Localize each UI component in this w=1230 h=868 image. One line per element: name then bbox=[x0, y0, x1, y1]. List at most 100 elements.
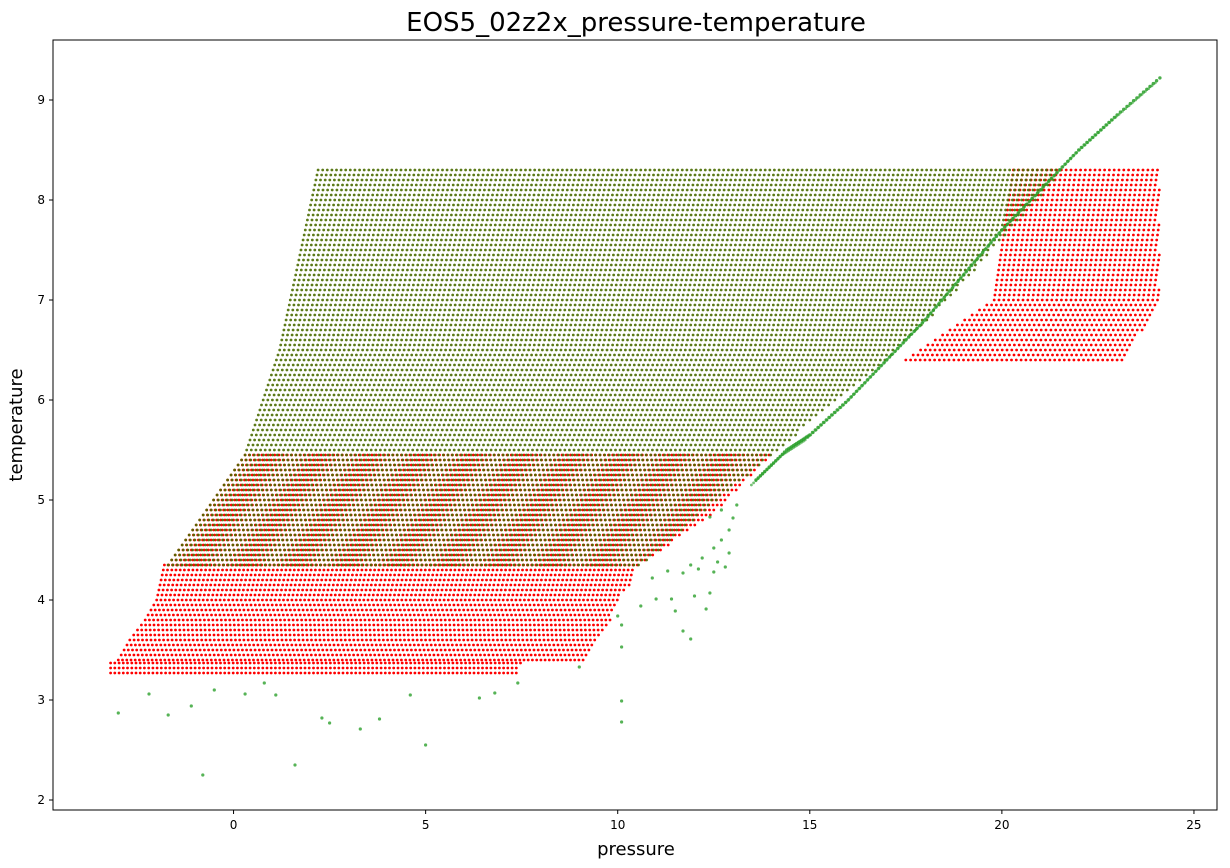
red-data-point bbox=[549, 603, 553, 607]
red-data-point bbox=[173, 648, 177, 652]
red-data-point bbox=[395, 563, 398, 567]
red-data-point bbox=[338, 573, 342, 577]
red-data-point bbox=[629, 573, 633, 577]
red-data-point bbox=[358, 643, 361, 647]
red-data-point bbox=[333, 593, 337, 597]
red-data-point bbox=[604, 553, 608, 557]
red-data-point bbox=[466, 653, 470, 657]
red-data-point bbox=[236, 661, 239, 665]
red-data-point bbox=[546, 588, 550, 592]
red-data-point bbox=[325, 618, 329, 622]
red-data-point bbox=[487, 568, 491, 572]
red-data-point bbox=[225, 653, 229, 657]
red-data-point bbox=[350, 661, 353, 665]
red-data-point bbox=[287, 618, 291, 622]
red-data-point bbox=[282, 666, 286, 670]
red-data-point bbox=[462, 608, 466, 612]
red-data-point bbox=[303, 666, 307, 670]
red-data-point bbox=[246, 653, 250, 657]
red-data-point bbox=[156, 648, 160, 652]
red-data-point bbox=[233, 588, 237, 592]
red-data-point bbox=[206, 666, 210, 670]
red-data-point bbox=[194, 593, 198, 597]
red-data-point bbox=[426, 666, 429, 670]
red-data-point bbox=[373, 568, 376, 572]
red-data-point bbox=[467, 658, 471, 662]
red-data-point bbox=[481, 661, 484, 665]
red-data-point bbox=[278, 666, 282, 670]
red-data-point bbox=[592, 623, 595, 627]
red-data-point bbox=[501, 598, 505, 602]
red-data-point bbox=[167, 643, 171, 647]
red-data-point bbox=[579, 618, 582, 622]
red-data-point bbox=[555, 583, 559, 587]
red-data-point bbox=[308, 573, 312, 577]
red-data-point bbox=[415, 633, 419, 637]
red-data-point bbox=[573, 658, 577, 662]
red-data-point bbox=[461, 568, 465, 572]
red-data-point bbox=[533, 588, 537, 592]
red-data-point bbox=[324, 671, 328, 675]
red-data-point bbox=[128, 653, 132, 657]
red-data-point bbox=[328, 643, 332, 647]
red-data-point bbox=[492, 583, 496, 587]
red-data-point bbox=[370, 598, 374, 602]
red-data-point bbox=[270, 593, 274, 597]
red-data-point bbox=[387, 643, 391, 647]
red-data-point bbox=[478, 628, 482, 632]
red-data-point bbox=[281, 583, 284, 587]
red-data-point bbox=[370, 643, 374, 647]
red-data-point bbox=[490, 618, 494, 622]
red-data-point bbox=[550, 588, 554, 592]
red-data-point bbox=[411, 588, 414, 592]
red-data-point bbox=[360, 628, 363, 632]
red-data-point bbox=[159, 613, 163, 617]
red-data-point bbox=[265, 671, 269, 675]
red-data-point bbox=[375, 598, 378, 602]
red-data-point bbox=[470, 588, 473, 592]
red-data-point bbox=[541, 628, 545, 632]
red-data-point bbox=[453, 568, 457, 572]
red-data-point bbox=[377, 628, 380, 632]
red-data-point bbox=[206, 578, 210, 582]
red-data-point bbox=[467, 613, 471, 617]
red-data-point bbox=[485, 671, 489, 675]
red-data-point bbox=[227, 613, 230, 617]
red-data-point bbox=[239, 643, 243, 647]
red-data-point bbox=[256, 543, 260, 547]
red-data-point bbox=[588, 568, 592, 572]
red-data-point bbox=[242, 608, 246, 612]
red-data-point bbox=[235, 658, 239, 662]
red-data-point bbox=[470, 608, 474, 612]
red-data-point bbox=[275, 628, 279, 632]
red-data-point bbox=[277, 658, 281, 662]
red-data-point bbox=[418, 618, 422, 622]
red-data-point bbox=[374, 583, 377, 587]
red-data-point bbox=[257, 618, 261, 622]
red-data-point bbox=[449, 638, 453, 642]
red-data-point bbox=[263, 638, 267, 642]
red-data-point bbox=[531, 578, 535, 582]
red-data-point bbox=[715, 503, 719, 507]
red-data-point bbox=[290, 671, 294, 675]
red-data-point bbox=[231, 598, 235, 602]
red-data-point bbox=[339, 608, 343, 612]
red-data-point bbox=[304, 603, 308, 607]
red-data-point bbox=[365, 638, 368, 642]
red-data-point bbox=[243, 613, 247, 617]
red-data-point bbox=[577, 583, 580, 587]
red-data-point bbox=[319, 613, 323, 617]
red-data-point bbox=[435, 648, 439, 652]
red-data-point bbox=[712, 508, 716, 512]
red-data-point bbox=[220, 623, 224, 627]
red-data-point bbox=[305, 638, 309, 642]
red-data-point bbox=[334, 618, 337, 622]
red-data-point bbox=[272, 638, 275, 642]
red-data-point bbox=[214, 613, 218, 617]
red-data-point bbox=[272, 608, 275, 612]
red-data-point bbox=[511, 623, 515, 627]
red-data-point bbox=[149, 633, 153, 637]
red-data-point bbox=[195, 653, 199, 657]
red-data-point bbox=[190, 623, 194, 627]
red-data-point bbox=[352, 568, 355, 572]
